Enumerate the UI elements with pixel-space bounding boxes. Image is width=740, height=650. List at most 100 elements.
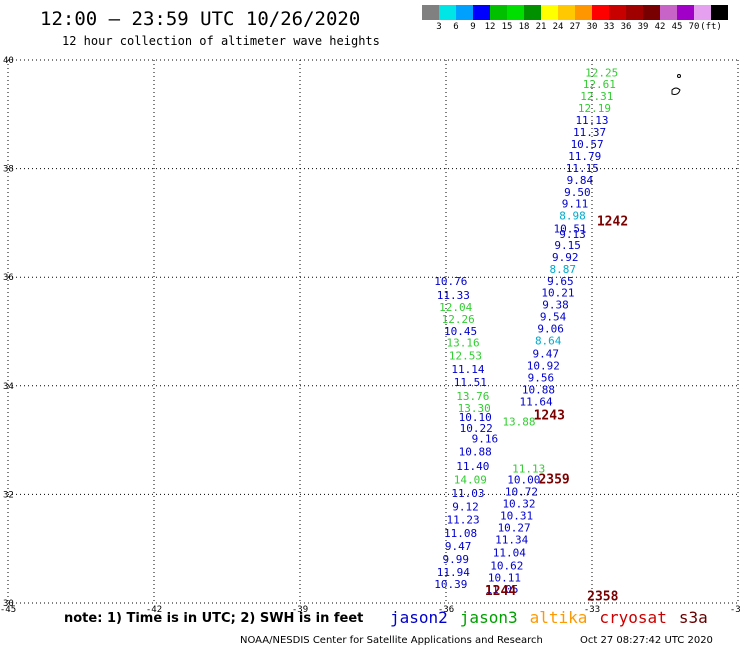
colorbar-label: 30 [586, 22, 598, 32]
wave-height-label: 8.87 [550, 263, 577, 276]
wave-height-label: 11.13 [512, 463, 545, 476]
wave-height-label: 11.13 [575, 114, 608, 127]
wave-height-label: 11.64 [519, 395, 552, 408]
wave-height-label: 11.94 [437, 566, 470, 579]
colorbar-labels: 3 6 9 12 15 18 21 24 27 30 33 36 39 42 45 70 (ft) [422, 22, 732, 34]
wave-height-label: 11.14 [451, 363, 484, 376]
wave-height-label: 11.08 [444, 527, 477, 540]
colorbar-swatch [524, 5, 541, 20]
wave-height-label: 10.11 [488, 571, 521, 584]
wave-height-label: 9.06 [537, 323, 564, 336]
colorbar-label: 9 [470, 22, 476, 32]
colorbar-label: 27 [569, 22, 581, 32]
wave-height-label: 9.50 [564, 186, 591, 199]
wave-height-label: 8.64 [535, 335, 562, 348]
wave-height-label: 9.12 [452, 501, 479, 514]
wave-height-label: 9.16 [472, 432, 499, 445]
wave-height-label: 10.76 [434, 275, 467, 288]
y-tick-label: 38 [3, 165, 14, 175]
colorbar-label: (ft) [700, 22, 722, 32]
wave-height-label: 10.88 [459, 445, 492, 458]
legend-altika: altika [529, 608, 588, 627]
colorbar-label: 39 [637, 22, 649, 32]
generated-timestamp: Oct 27 08:27:42 UTC 2020 [580, 635, 713, 646]
colorbar-swatch [643, 5, 660, 20]
colorbar-label: 6 [453, 22, 459, 32]
colorbar-label: 18 [518, 22, 530, 32]
wave-height-label: 12.19 [578, 102, 611, 115]
time-label: 2358 [587, 589, 618, 604]
colorbar-label: 24 [552, 22, 564, 32]
x-tick-label: -39 [292, 605, 308, 615]
satellite-legend: jason2 jason3 altika cryosat s3a [390, 608, 720, 627]
page-subtitle: 12 hour collection of altimeter wave hei… [62, 34, 380, 48]
colorbar-swatch [592, 5, 609, 20]
wave-height-label: 10.10 [459, 411, 492, 424]
wave-height-label: 9.54 [540, 311, 567, 324]
wave-height-label: 9.38 [542, 299, 569, 312]
colorbar-label: 12 [484, 22, 496, 32]
colorbar-swatch [609, 5, 626, 20]
y-tick-label: 30 [3, 599, 14, 609]
wave-height-label: 13.16 [446, 337, 479, 350]
time-label: 1243 [534, 408, 565, 423]
wave-height-label: 14.09 [454, 474, 487, 487]
colorbar-swatch [541, 5, 558, 20]
wave-height-label: 9.84 [567, 174, 594, 187]
wave-height-label: 10.88 [522, 383, 555, 396]
legend-s3a: s3a [678, 608, 708, 627]
wave-height-label: 11.34 [495, 533, 528, 546]
wave-height-label: 11.33 [437, 289, 470, 302]
wave-height-label: 10.51 [554, 223, 587, 236]
wave-height-label: 10.32 [502, 497, 535, 510]
wave-height-label: 11.15 [566, 162, 599, 175]
wave-height-label: 11.79 [568, 150, 601, 163]
y-tick-label: 32 [3, 490, 14, 500]
wave-height-label: 10.57 [571, 138, 604, 151]
y-tick-label: 34 [3, 382, 14, 392]
colorbar-swatch [694, 5, 711, 20]
colorbar-label: 3 [436, 22, 442, 32]
colorbar-swatch [456, 5, 473, 20]
island-dot [677, 74, 681, 78]
colorbar-label: 42 [654, 22, 666, 32]
wave-height-label: 10.62 [490, 559, 523, 572]
y-tick-label: 40 [3, 56, 14, 66]
wave-height-label: 10.22 [460, 422, 493, 435]
wave-height-label: 10.45 [444, 325, 477, 338]
wave-height-label: 9.56 [528, 371, 555, 384]
wave-height-label: 10.21 [541, 287, 574, 300]
wave-height-label: 9.13 [559, 228, 586, 241]
wave-height-label: 11.40 [456, 460, 489, 473]
x-tick-label: -33 [584, 605, 600, 615]
colorbar-swatch [507, 5, 524, 20]
colorbar-swatch [558, 5, 575, 20]
colorbar-swatch [422, 5, 439, 20]
colorbar-swatch [626, 5, 643, 20]
x-tick-label: -45 [0, 605, 16, 615]
wave-height-label: 12.25 [585, 66, 618, 79]
colorbar-swatch [439, 5, 456, 20]
wave-height-label: 12.04 [439, 301, 472, 314]
page-title: 12:00 – 23:59 UTC 10/26/2020 [40, 8, 361, 30]
wave-height-label: 11.37 [573, 126, 606, 139]
wave-height-label: 13.88 [502, 415, 535, 428]
credit-text: NOAA/NESDIS Center for Satellite Applica… [240, 635, 543, 646]
island-outline [671, 87, 681, 95]
colorbar-label: 45 [671, 22, 683, 32]
colorbar-label: 70 [688, 22, 700, 32]
wave-height-label: 9.92 [552, 251, 579, 264]
colorbar [422, 5, 728, 20]
legend-jason2: jason2 [390, 608, 448, 627]
time-label: 2359 [538, 473, 569, 488]
time-label: 1242 [597, 215, 628, 230]
wave-height-label: 11.23 [446, 514, 479, 527]
colorbar-swatch [473, 5, 490, 20]
wave-height-label: 10.27 [498, 521, 531, 534]
wave-height-label: 9.65 [547, 275, 574, 288]
colorbar-swatch [711, 5, 728, 20]
wave-height-label: 12.31 [580, 90, 613, 103]
colorbar-swatch [677, 5, 694, 20]
y-tick-label: 36 [3, 273, 14, 283]
wave-height-label: 12.26 [442, 313, 475, 326]
